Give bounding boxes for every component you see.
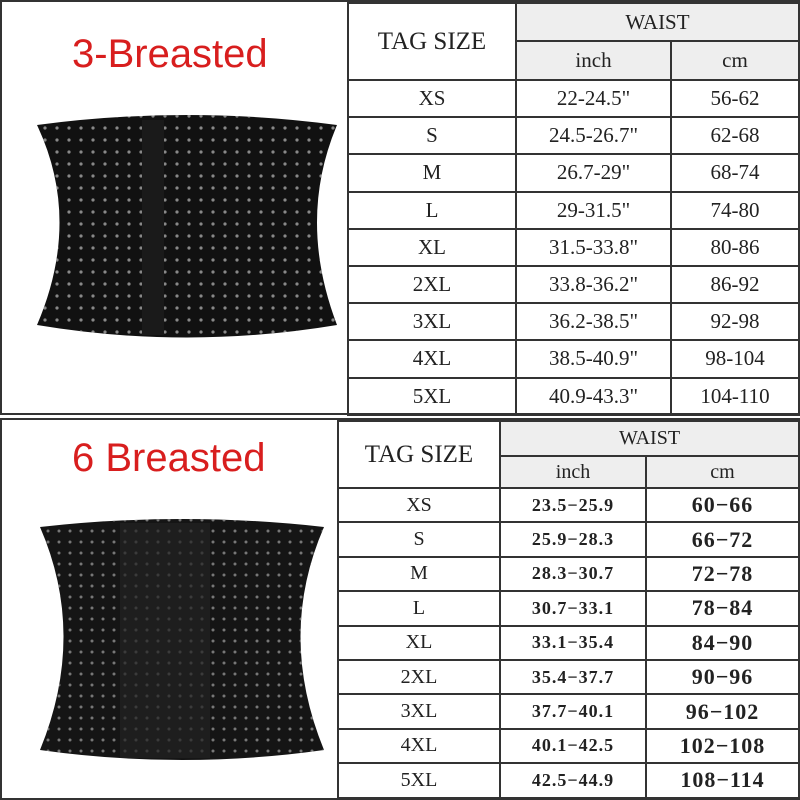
panel-title: 3-Breasted [72,32,268,76]
size-cell: XL [347,227,517,267]
cm-cell: 98-104 [670,339,800,379]
corset-image [40,519,324,760]
size-cell: L [347,190,517,230]
size-cell: M [347,153,517,193]
inch-cell: 42.5−44.9 [499,762,647,799]
cm-cell: 74-80 [670,190,800,230]
cm-cell: 90−96 [645,658,800,696]
cm-cell: 84−90 [645,624,800,661]
waist-header: WAIST [515,2,800,42]
size-row: XL 31.5-33.8" 80-86 [347,227,800,267]
six-breasted-panel: 6 Breasted TAG SIZE WAIST inch cm XS 23.5… [0,418,800,800]
cm-cell: 96−102 [645,693,800,730]
inch-cell: 30.7−33.1 [499,590,647,627]
inch-cell: 22-24.5" [515,78,672,119]
corset-image [37,115,337,338]
cm-cell: 66−72 [645,521,800,558]
inch-cell: 26.7-29" [515,153,672,193]
size-cell: XL [337,624,501,661]
inch-header: inch [499,455,647,489]
cm-cell: 86-92 [670,264,800,305]
size-cell: 4XL [347,339,517,379]
size-row: 3XL 37.7−40.1 96−102 [337,693,800,730]
size-row: 3XL 36.2-38.5" 92-98 [347,302,800,342]
three-breasted-panel: 3-Breasted TAG SIZE WAIST inch cm XS 22-2… [0,0,800,416]
inch-cell: 25.9−28.3 [499,521,647,558]
inch-cell: 36.2-38.5" [515,302,672,342]
size-table: TAG SIZE WAIST inch cm XS 23.5−25.9 60−66 S… [337,420,800,799]
cm-cell: 80-86 [670,227,800,267]
size-cell: 3XL [347,302,517,342]
inch-cell: 38.5-40.9" [515,339,672,379]
size-row: XS 23.5−25.9 60−66 [337,486,800,524]
size-row: 4XL 38.5-40.9" 98-104 [347,339,800,379]
size-cell: 4XL [337,727,501,765]
cm-cell: 62-68 [670,116,800,156]
size-row: S 25.9−28.3 66−72 [337,521,800,558]
size-row: 5XL 40.9-43.3" 104-110 [347,376,800,416]
tag-size-header: TAG SIZE [337,420,501,489]
cm-cell: 60−66 [645,486,800,524]
size-cell: XS [347,78,517,119]
size-cell: L [337,590,501,627]
cm-cell: 78−84 [645,590,800,627]
cm-cell: 108−114 [645,762,800,799]
inch-cell: 40.1−42.5 [499,727,647,765]
cm-cell: 104-110 [670,376,800,416]
inch-cell: 28.3−30.7 [499,555,647,593]
inch-cell: 24.5-26.7" [515,116,672,156]
cm-cell: 92-98 [670,302,800,342]
size-cell: 5XL [347,376,517,416]
panel-title: 6 Breasted [72,436,266,480]
tag-size-header: TAG SIZE [347,2,517,81]
inch-cell: 31.5-33.8" [515,227,672,267]
inch-cell: 35.4−37.7 [499,658,647,696]
size-row: XS 22-24.5" 56-62 [347,78,800,119]
size-cell: 5XL [337,762,501,799]
size-row: S 24.5-26.7" 62-68 [347,116,800,156]
size-row: 2XL 33.8-36.2" 86-92 [347,264,800,305]
size-row: L 29-31.5" 74-80 [347,190,800,230]
size-row: M 28.3−30.7 72−78 [337,555,800,593]
cm-header: cm [645,455,800,489]
inch-cell: 33.8-36.2" [515,264,672,305]
cm-cell: 72−78 [645,555,800,593]
size-row: L 30.7−33.1 78−84 [337,590,800,627]
size-cell: S [347,116,517,156]
cm-header: cm [670,40,800,81]
size-table: TAG SIZE WAIST inch cm XS 22-24.5" 56-62 S 2… [347,2,800,416]
size-row: 2XL 35.4−37.7 90−96 [337,658,800,696]
inch-cell: 29-31.5" [515,190,672,230]
cm-cell: 68-74 [670,153,800,193]
cm-cell: 56-62 [670,78,800,119]
size-cell: M [337,555,501,593]
size-cell: XS [337,486,501,524]
size-cell: S [337,521,501,558]
inch-cell: 33.1−35.4 [499,624,647,661]
waist-header: WAIST [499,420,800,457]
inch-header: inch [515,40,672,81]
size-row: 4XL 40.1−42.5 102−108 [337,727,800,765]
cm-cell: 102−108 [645,727,800,765]
size-cell: 3XL [337,693,501,730]
inch-cell: 40.9-43.3" [515,376,672,416]
inch-cell: 23.5−25.9 [499,486,647,524]
size-row: XL 33.1−35.4 84−90 [337,624,800,661]
size-row: M 26.7-29" 68-74 [347,153,800,193]
inch-cell: 37.7−40.1 [499,693,647,730]
size-row: 5XL 42.5−44.9 108−114 [337,762,800,799]
size-cell: 2XL [337,658,501,696]
size-cell: 2XL [347,264,517,305]
